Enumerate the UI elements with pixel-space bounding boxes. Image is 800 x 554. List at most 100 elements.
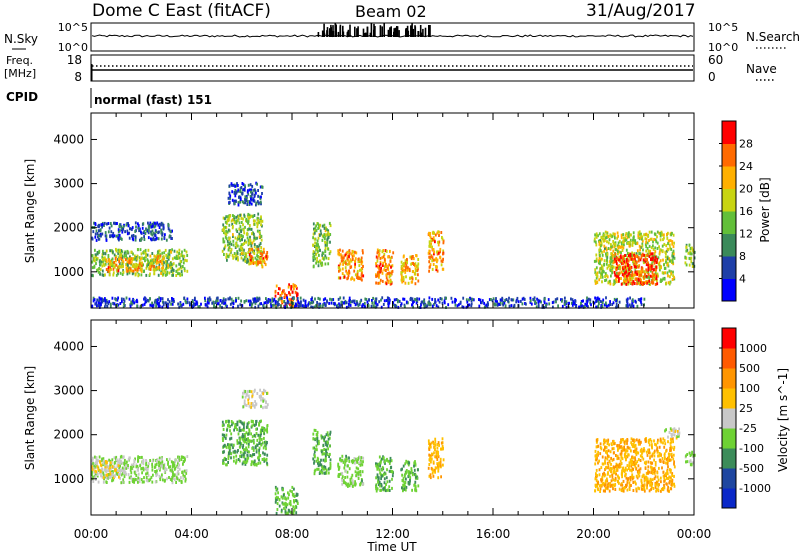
- power-cell: [646, 241, 649, 245]
- freq-panel-frame: [90, 54, 695, 82]
- power-cell: [238, 227, 241, 231]
- power-cell: [99, 302, 101, 306]
- velocity-cell: [255, 463, 258, 467]
- power-cell: [255, 263, 258, 267]
- power-cell: [305, 305, 307, 309]
- power-cell: [381, 271, 384, 275]
- power-cell: [439, 297, 442, 300]
- power-cell: [639, 248, 641, 252]
- velocity-cell: [162, 466, 165, 470]
- velocity-cell: [145, 459, 147, 462]
- power-cell: [120, 257, 123, 261]
- power-cell: [430, 255, 433, 259]
- power-cell: [242, 223, 244, 227]
- power-cell: [98, 229, 100, 233]
- power-cell: [126, 232, 129, 236]
- power-colorbar-swatch: [722, 233, 736, 257]
- power-cell: [144, 250, 147, 254]
- velocity-cell: [105, 461, 108, 465]
- power-cell: [227, 297, 230, 301]
- velocity-cell: [263, 436, 265, 440]
- velocity-cell: [141, 480, 144, 484]
- power-cell: [442, 257, 444, 261]
- power-cell: [462, 305, 465, 309]
- power-cell: [610, 252, 613, 256]
- velocity-cell: [402, 489, 404, 493]
- velocity-cell: [91, 465, 93, 469]
- power-cell: [656, 272, 659, 276]
- power-cell: [139, 257, 142, 261]
- power-cell: [378, 252, 381, 256]
- velocity-cell: [342, 460, 345, 464]
- power-cell: [604, 272, 607, 276]
- power-cell: [255, 247, 258, 251]
- power-cell: [98, 298, 101, 302]
- power-cell: [610, 260, 612, 264]
- power-cell: [450, 296, 453, 300]
- power-cell: [632, 276, 634, 280]
- power-cell: [650, 264, 653, 268]
- velocity-cell: [428, 453, 431, 457]
- velocity-cell: [432, 474, 435, 478]
- power-cell: [442, 252, 444, 256]
- power-cell: [600, 235, 603, 239]
- velocity-cell: [250, 402, 253, 406]
- velocity-cell: [222, 423, 225, 427]
- power-cell: [653, 252, 656, 256]
- power-cell: [136, 264, 139, 267]
- power-cell: [651, 271, 654, 275]
- power-cell: [659, 234, 662, 238]
- power-cell: [231, 198, 234, 202]
- power-cell: [249, 301, 252, 305]
- power-cell: [587, 305, 589, 309]
- velocity-cell: [250, 463, 253, 467]
- velocity-cell: [258, 458, 260, 462]
- power-cell: [263, 259, 266, 263]
- power-cell: [104, 273, 106, 277]
- velocity-cell: [377, 466, 380, 470]
- power-cell: [502, 303, 505, 307]
- power-cell: [227, 196, 230, 200]
- velocity-cell: [263, 457, 266, 461]
- velocity-cell: [379, 472, 382, 476]
- velocity-cell: [112, 476, 115, 479]
- power-cell: [93, 298, 96, 302]
- power-cell: [147, 259, 150, 263]
- velocity-cell: [227, 454, 230, 458]
- power-cell: [529, 300, 532, 304]
- power-cell: [598, 297, 601, 301]
- velocity-cell: [357, 474, 359, 478]
- velocity-cell: [154, 470, 156, 473]
- power-cell: [690, 260, 693, 264]
- power-cell: [241, 238, 243, 242]
- power-cell: [454, 297, 456, 301]
- velocity-cell: [329, 462, 332, 465]
- power-cell: [172, 298, 174, 302]
- velocity-cell: [323, 437, 325, 441]
- velocity-cell: [329, 458, 332, 462]
- power-cell: [625, 298, 628, 302]
- power-cell: [433, 231, 435, 235]
- power-cell: [120, 249, 123, 253]
- power-cell: [637, 281, 640, 285]
- velocity-cell: [93, 465, 96, 469]
- power-cell: [167, 298, 169, 302]
- velocity-cell: [437, 455, 440, 459]
- power-cell: [649, 269, 652, 273]
- velocity-cell: [278, 498, 281, 502]
- power-cell: [115, 234, 118, 238]
- power-cell: [429, 232, 431, 235]
- power-cell: [615, 274, 618, 278]
- power-cell: [93, 221, 95, 225]
- power-cell: [106, 222, 108, 226]
- power-cell: [242, 183, 245, 187]
- velocity-cell: [250, 390, 253, 394]
- power-cell: [670, 247, 673, 251]
- power-cell: [543, 297, 546, 301]
- power-cell: [636, 249, 639, 253]
- power-cell: [633, 262, 636, 266]
- power-cell: [141, 226, 144, 230]
- velocity-cell: [223, 450, 225, 454]
- power-cell: [128, 231, 130, 235]
- power-cell: [673, 277, 676, 281]
